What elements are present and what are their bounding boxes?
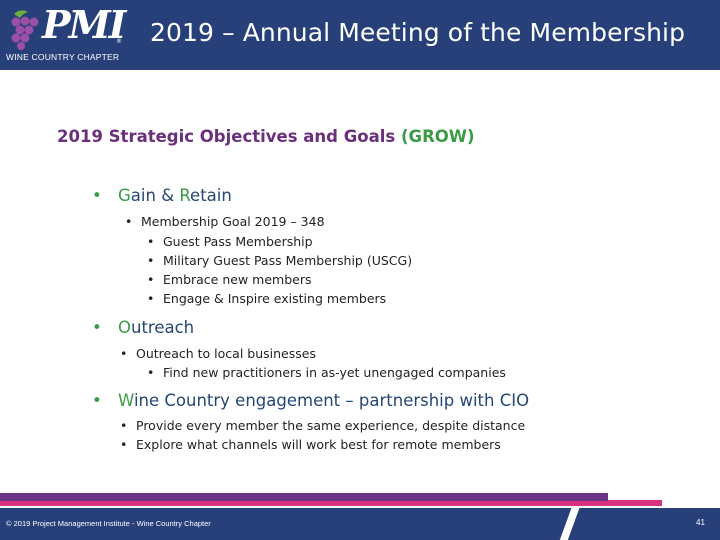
list-item: • Guest Pass Membership (147, 234, 313, 249)
bullet: • (92, 391, 102, 410)
heading-text: ain & (130, 186, 180, 205)
bullet: • (147, 272, 155, 287)
heading-text: utreach (131, 318, 195, 337)
bullet: • (125, 214, 133, 229)
bullet: • (92, 318, 102, 337)
slide-footer (0, 508, 720, 540)
heading-text: etain (190, 186, 232, 205)
bullet: • (147, 234, 155, 249)
list-item-text: Engage & Inspire existing members (163, 291, 387, 306)
list-item-text: Find new practitioners in as-yet unengag… (163, 365, 506, 380)
list-item-text: Provide every member the same experience… (136, 418, 526, 433)
list-item-text: Guest Pass Membership (163, 234, 313, 249)
page-number: 41 (696, 518, 705, 527)
list-item: • Find new practitioners in as-yet unenga… (147, 365, 506, 380)
bullet: • (92, 186, 102, 205)
bullet: • (120, 418, 128, 433)
list-item: • Military Guest Pass Membership (USCG) (147, 253, 413, 268)
footer-copyright: © 2019 Project Management Institute - Wi… (6, 519, 211, 528)
section-gain-retain: • Gain & Retain (92, 186, 232, 205)
logo-wordmark: PMI (42, 2, 126, 47)
pmi-logo: PMI ® WINE COUNTRY CHAPTER (4, 2, 126, 64)
logo-chapter-name: WINE COUNTRY CHAPTER (6, 52, 120, 62)
list-item: • Outreach to local businesses (120, 346, 316, 361)
bullet: • (147, 291, 155, 306)
heading-letter-r: R (179, 186, 191, 205)
heading-letter-g: G (118, 186, 131, 205)
list-item-text: Military Guest Pass Membership (USCG) (163, 253, 413, 268)
slide-title: 2019 Strategic Objectives and Goals (GRO… (57, 127, 475, 146)
section-outreach: • Outreach (92, 318, 195, 337)
heading-text: ine Country engagement – partnership wit… (133, 391, 530, 410)
list-item-text: Explore what channels will work best for… (136, 437, 501, 452)
bullet: • (120, 437, 128, 452)
heading-letter-o: O (118, 318, 131, 337)
bullet: • (147, 253, 155, 268)
list-item-text: Membership Goal 2019 – 348 (141, 214, 325, 229)
heading-letter-w: W (118, 391, 134, 410)
logo-registered-mark: ® (116, 38, 122, 45)
footer-accent-pink (0, 500, 662, 506)
slide-title-main: 2019 Strategic Objectives and Goals (57, 127, 401, 146)
slide-header: PMI ® WINE COUNTRY CHAPTER 2019 – Annual… (0, 0, 720, 70)
list-item: • Provide every member the same experienc… (120, 418, 526, 433)
meeting-title: 2019 – Annual Meeting of the Membership (150, 18, 686, 47)
section-wine-country: • Wine Country engagement – partnership w… (92, 391, 530, 410)
list-item-text: Outreach to local businesses (136, 346, 316, 361)
bullet: • (147, 365, 155, 380)
list-item: • Membership Goal 2019 – 348 (125, 214, 325, 229)
footer-accent-purple (0, 493, 608, 501)
grapes-icon (11, 10, 39, 50)
list-item: • Explore what channels will work best fo… (120, 437, 501, 452)
bullet: • (120, 346, 128, 361)
list-item-text: Embrace new members (163, 272, 312, 287)
slide-title-grow: (GROW) (400, 127, 475, 146)
list-item: • Embrace new members (147, 272, 312, 287)
list-item: • Engage & Inspire existing members (147, 291, 387, 306)
